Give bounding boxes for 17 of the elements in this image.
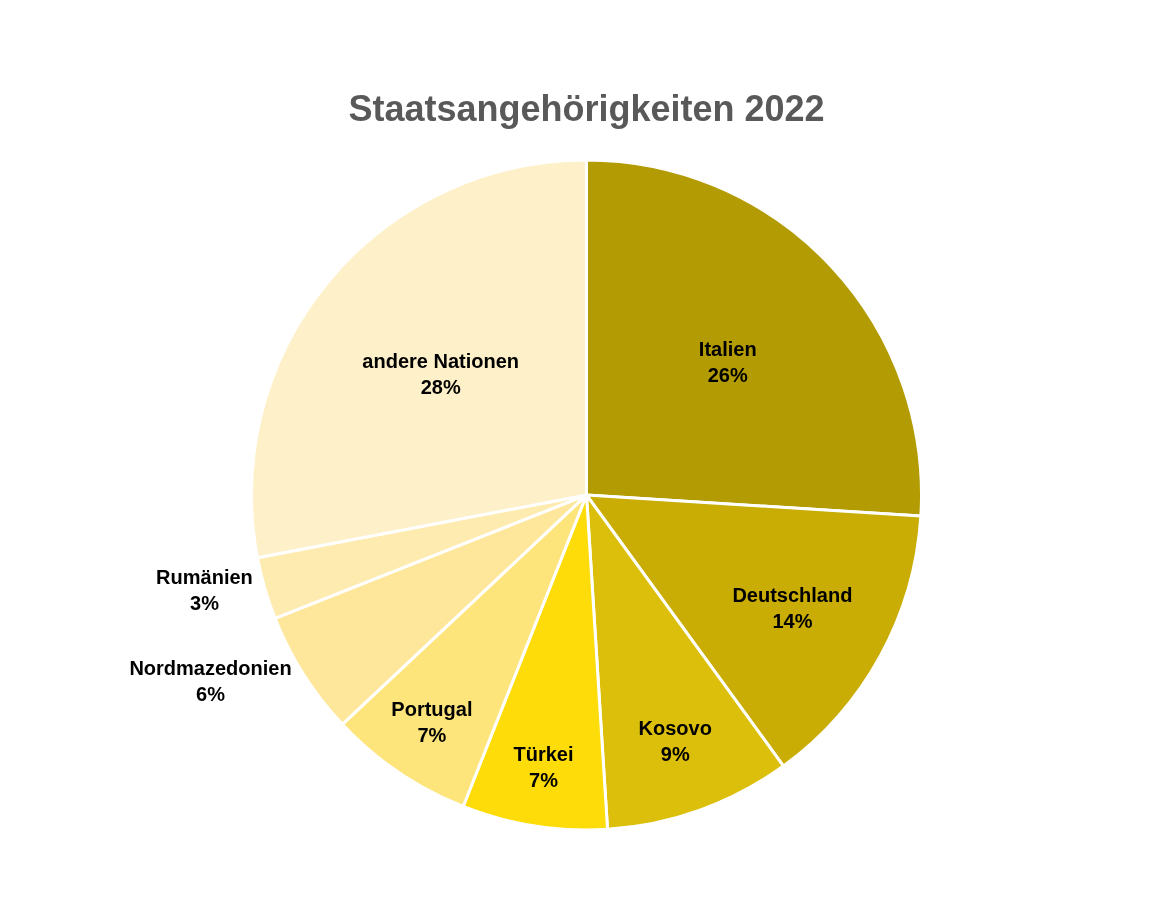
data-label: 14% xyxy=(772,610,813,633)
slice-label: Nordmazedonien xyxy=(129,657,292,680)
slice-label: Türkei xyxy=(513,742,574,765)
data-label: 6% xyxy=(196,683,226,706)
data-label: 9% xyxy=(660,743,690,766)
slice-label: Rumänien xyxy=(156,566,253,589)
slice-label: Italien xyxy=(698,338,757,361)
data-label: 3% xyxy=(190,592,220,615)
data-label: 7% xyxy=(529,768,559,791)
data-label: 26% xyxy=(707,364,748,387)
data-label: 28% xyxy=(420,376,461,399)
chart-title: Staatsangehörigkeiten 2022 xyxy=(348,87,825,129)
slice-label: Portugal xyxy=(391,698,473,721)
slice-label: Deutschland xyxy=(732,584,853,607)
slice-label: Kosovo xyxy=(638,717,712,740)
slice-label: andere Nationen xyxy=(362,350,520,373)
data-label: 7% xyxy=(417,724,447,747)
